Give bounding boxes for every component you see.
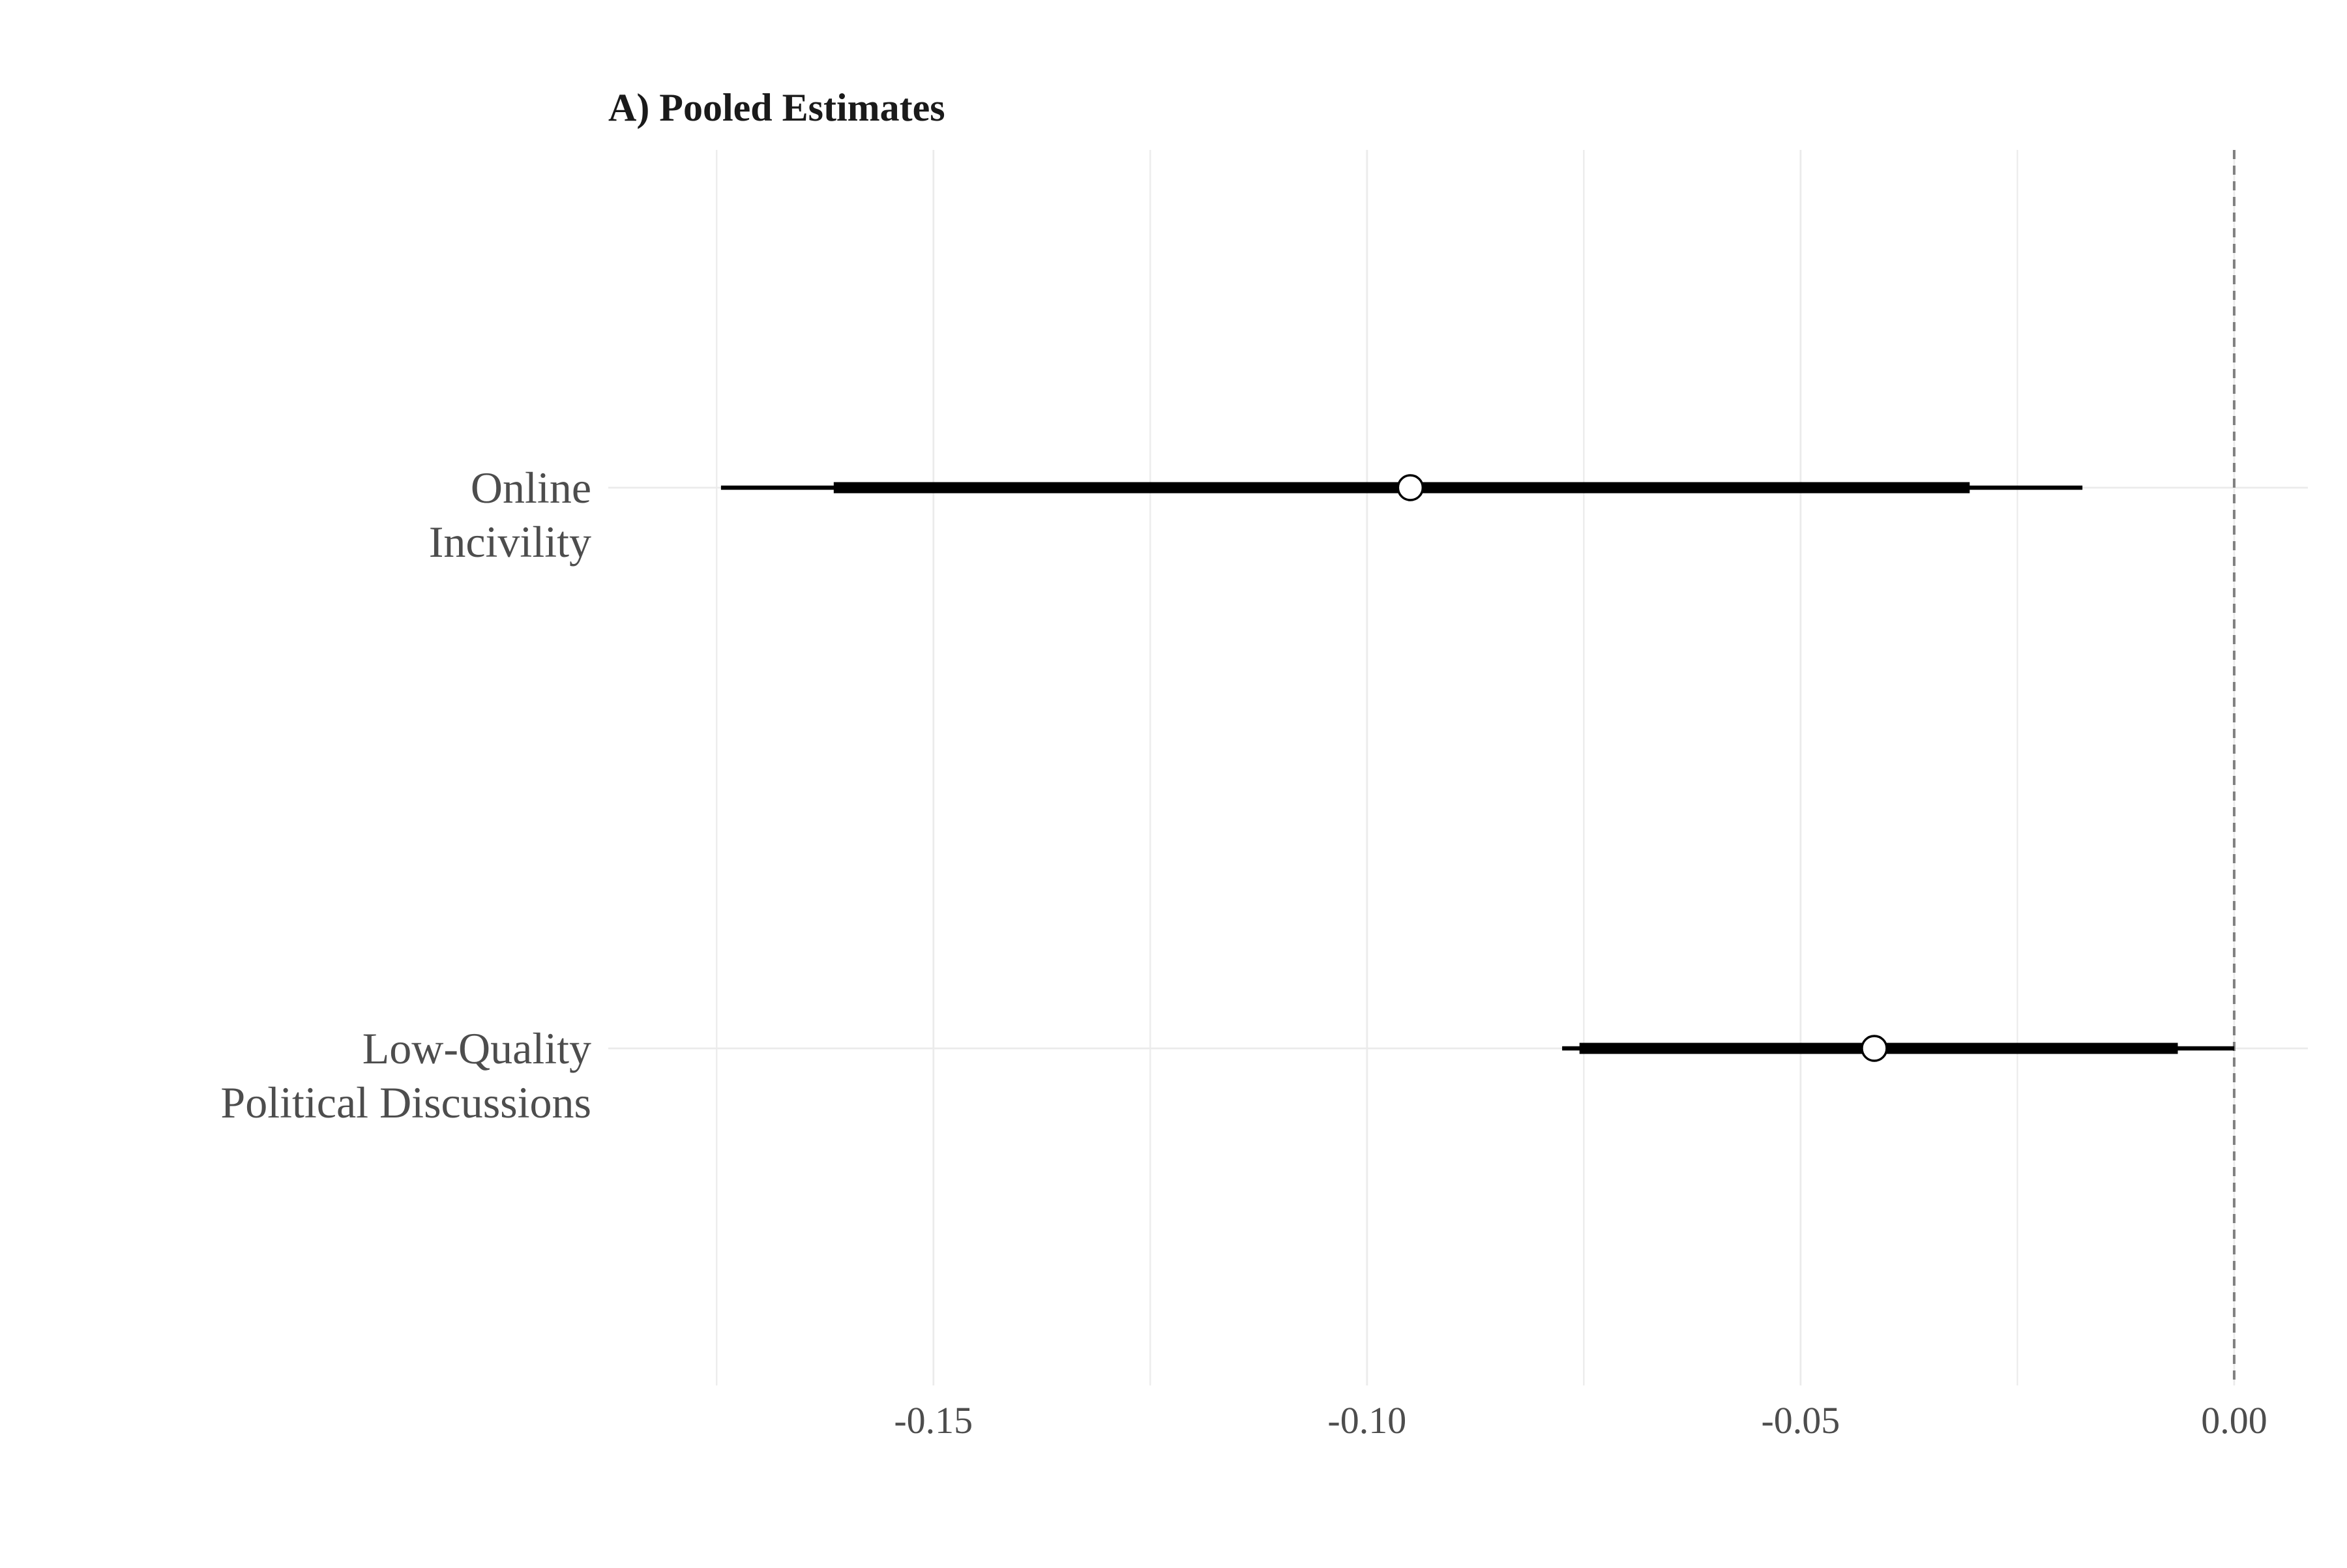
grid-layer: [608, 150, 2308, 1385]
point-estimate-0: [1396, 474, 1424, 501]
chart-title: A) Pooled Estimates: [608, 86, 945, 129]
y-axis-label-line: Online: [471, 463, 591, 512]
x-tick-label-0: -0.15: [894, 1399, 973, 1442]
point-estimate-1: [1861, 1035, 1888, 1062]
y-axis-label-0: Online Incivility: [429, 463, 591, 567]
y-axis-label-line: Incivility: [429, 517, 591, 567]
data-layer: [720, 474, 2234, 1062]
y-axis-label-1: Low-Quality Political Discussions: [220, 1024, 591, 1127]
y-axis-label-line: Low-Quality: [362, 1024, 591, 1073]
x-tick-label-2: -0.05: [1761, 1399, 1840, 1442]
x-tick-label-3: 0.00: [2201, 1399, 2267, 1442]
y-axis-label-line: Political Discussions: [220, 1078, 591, 1127]
label-layer: Online Incivility Low-Quality Political Dis…: [220, 463, 2267, 1442]
x-tick-label-1: -0.10: [1327, 1399, 1406, 1442]
